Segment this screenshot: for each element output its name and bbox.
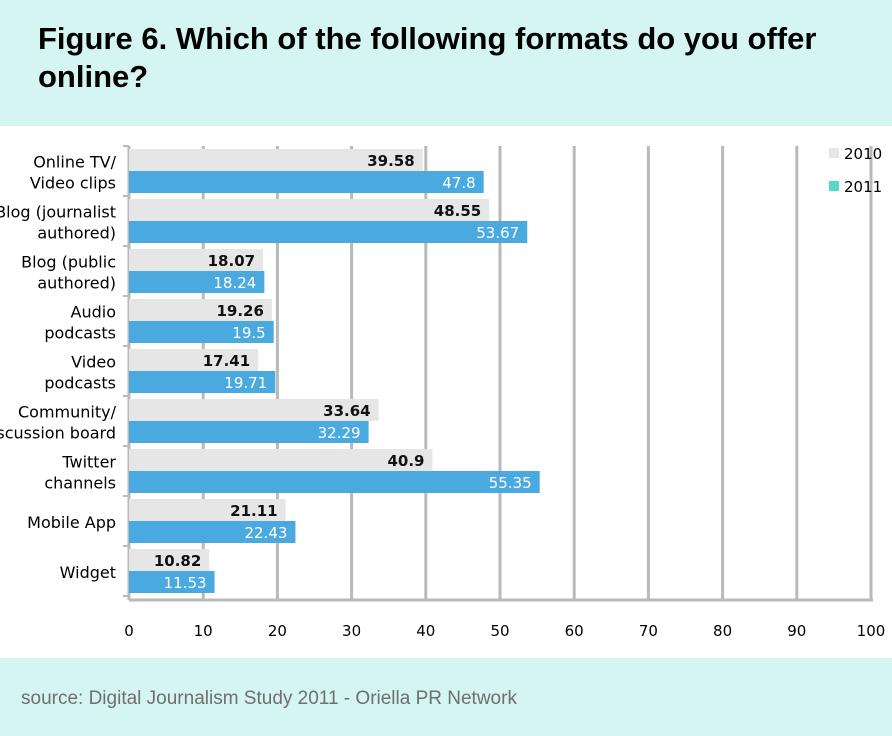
x-tick-label: 0 [124, 622, 134, 640]
x-tick-label: 70 [639, 622, 658, 640]
data-label-2011: 47.8 [442, 174, 475, 192]
bar-2010 [129, 299, 272, 321]
title-band: Figure 6. Which of the following formats… [0, 0, 892, 126]
data-label-2010: 33.64 [323, 402, 370, 420]
data-label-2011: 19.5 [232, 324, 265, 342]
bar-2010 [129, 249, 264, 271]
category-label: Online TV/ [33, 153, 116, 172]
data-label-2010: 10.82 [154, 552, 201, 570]
data-label-2010: 18.07 [208, 252, 255, 270]
data-label-2011: 53.67 [476, 224, 519, 242]
x-tick-label: 10 [194, 622, 213, 640]
data-label-2011: 18.24 [213, 274, 256, 292]
bar-2011 [129, 321, 274, 343]
data-label-2010: 17.41 [203, 352, 250, 370]
bar-2010 [129, 199, 490, 221]
legend-label-2010: 2010 [844, 145, 882, 163]
source-band: source: Digital Journalism Study 2011 - … [0, 658, 892, 736]
category-label: Blog (journalist [0, 203, 116, 222]
category-label: Audio [71, 303, 116, 322]
data-label-2010: 21.11 [230, 502, 277, 520]
data-label-2011: 19.71 [224, 374, 267, 392]
bar-2011 [129, 171, 484, 193]
legend-swatch-2011 [829, 181, 839, 191]
category-label: Blog (public [21, 253, 116, 272]
x-tick-label: 100 [857, 622, 886, 640]
data-label-2011: 11.53 [164, 574, 207, 592]
chart-title: Figure 6. Which of the following formats… [38, 21, 817, 94]
bar-2011 [129, 221, 528, 243]
legend-label-2011: 2011 [844, 178, 882, 196]
data-label-2010: 40.9 [387, 452, 424, 470]
bar-2011 [129, 421, 369, 443]
data-label-2010: 39.58 [367, 152, 414, 170]
bar-2011 [129, 571, 215, 593]
x-tick-label: 40 [416, 622, 435, 640]
data-label-2011: 32.29 [318, 424, 361, 442]
category-label: authored) [37, 224, 116, 243]
source-note: source: Digital Journalism Study 2011 - … [21, 688, 517, 709]
data-label-2011: 22.43 [244, 524, 287, 542]
bar-2010 [129, 549, 210, 571]
data-label-2010: 48.55 [434, 202, 481, 220]
category-label: Twitter [61, 453, 116, 472]
bar-2011 [129, 521, 296, 543]
bar-2011 [129, 371, 276, 393]
category-label: podcasts [44, 324, 116, 343]
x-tick-label: 20 [268, 622, 287, 640]
bar-2010 [129, 149, 423, 171]
category-label: Video clips [30, 174, 116, 193]
data-label-2011: 55.35 [489, 474, 532, 492]
x-tick-label: 50 [490, 622, 509, 640]
category-label: Community/ [18, 403, 117, 422]
data-label-2010: 19.26 [216, 302, 263, 320]
category-label: Widget [60, 563, 116, 582]
category-label: Video [71, 353, 116, 372]
bar-2011 [129, 271, 265, 293]
category-label: Mobile App [27, 513, 116, 532]
x-tick-label: 90 [787, 622, 806, 640]
bar-2010 [129, 349, 259, 371]
bar-2010 [129, 499, 286, 521]
category-label: channels [44, 474, 116, 493]
x-tick-label: 60 [565, 622, 584, 640]
bar-2010 [129, 449, 433, 471]
category-label: iscussion board [0, 424, 116, 443]
x-tick-label: 80 [713, 622, 732, 640]
bar-2010 [129, 399, 379, 421]
legend-swatch-2010 [829, 148, 839, 158]
category-label: podcasts [44, 374, 116, 393]
bar-chart: 0 10 20 30 40 50 60 70 80 90 100 39.58 47.8 Online TV… [0, 145, 886, 640]
bar-2011 [129, 471, 540, 493]
x-tick-label: 30 [342, 622, 361, 640]
category-label: authored) [37, 274, 116, 293]
